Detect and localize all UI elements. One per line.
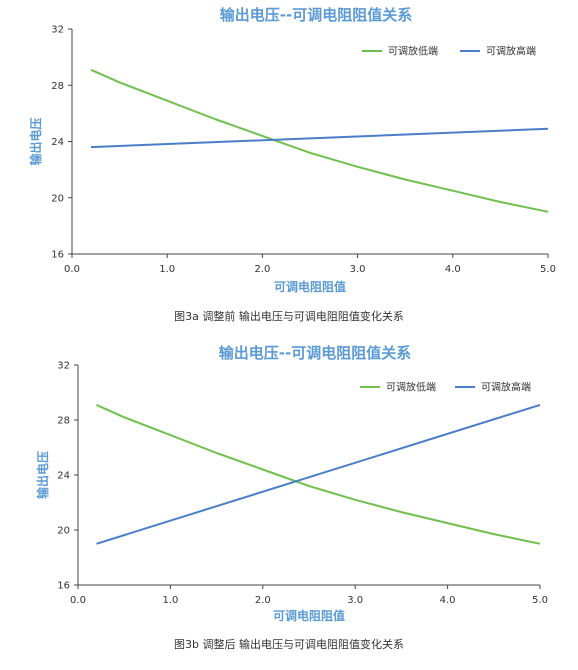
y-tick-label: 16 <box>57 581 70 592</box>
series-line-2 <box>96 403 541 545</box>
figure-caption: 图3a 调整前 输出电压与可调电阻阻值变化关系 <box>174 309 404 323</box>
x-tick-label: 0.0 <box>70 595 86 606</box>
x-axis-label: 可调电阻阻值 <box>274 279 346 294</box>
y-tick-label: 28 <box>51 81 64 92</box>
x-tick-label: 0.0 <box>64 264 80 275</box>
chart-title: 输出电压--可调电阻阻值关系 <box>220 6 412 24</box>
x-tick-label: 4.0 <box>445 264 461 275</box>
figure-caption: 图3b 调整后 输出电压与可调电阻阻值变化关系 <box>174 637 404 651</box>
x-tick-label: 1.0 <box>162 595 178 606</box>
x-tick-label: 4.0 <box>440 595 456 606</box>
x-tick-label: 5.0 <box>540 264 556 275</box>
y-tick-label: 20 <box>51 193 64 204</box>
x-tick-label: 3.0 <box>350 264 366 275</box>
x-tick-label: 5.0 <box>532 595 548 606</box>
legend-label-2: 可调放高端 <box>481 381 531 394</box>
series-line-2 <box>90 127 549 149</box>
x-tick-label: 1.0 <box>159 264 175 275</box>
legend-label-2: 可调放高端 <box>486 45 536 58</box>
chart-2: 输出电压--可调电阻阻值关系 16 20 24 28 32 0.0 1.0 2.0 3.0 4.0 5… <box>35 344 548 651</box>
x-tick-label: 3.0 <box>347 595 363 606</box>
series-line-1 <box>90 68 549 213</box>
y-tick-label: 24 <box>51 137 64 148</box>
y-axis-label: 输出电压 <box>28 117 43 165</box>
y-tick-label: 16 <box>51 250 64 261</box>
legend-label-1: 可调放低端 <box>386 381 436 394</box>
y-axis-label: 输出电压 <box>35 451 50 499</box>
chart-1: 输出电压--可调电阻阻值关系 16 20 24 28 32 0.0 1.0 2.0 3.0 4.0 5… <box>28 6 556 323</box>
x-tick-label: 2.0 <box>255 595 271 606</box>
y-tick-label: 28 <box>57 416 70 427</box>
x-axis-label: 可调电阻阻值 <box>273 608 345 623</box>
legend-label-1: 可调放低端 <box>388 45 438 58</box>
y-tick-label: 32 <box>57 361 70 372</box>
y-tick-label: 32 <box>51 25 64 36</box>
y-tick-label: 24 <box>57 471 70 482</box>
x-tick-label: 2.0 <box>254 264 270 275</box>
series-line-1 <box>96 403 541 545</box>
y-tick-label: 20 <box>57 526 70 537</box>
chart-title: 输出电压--可调电阻阻值关系 <box>219 344 411 362</box>
